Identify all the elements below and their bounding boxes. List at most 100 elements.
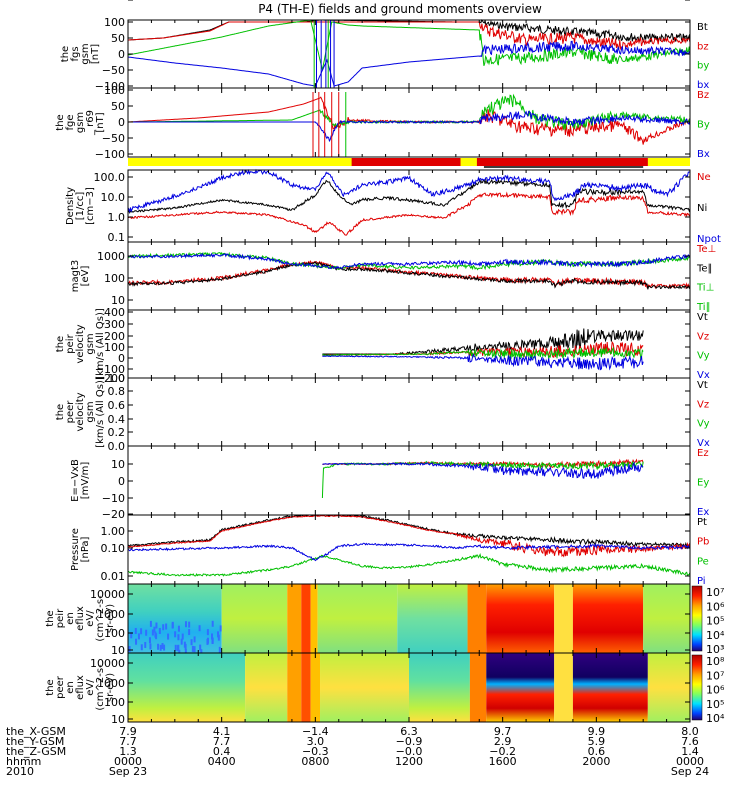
trace-Vy bbox=[322, 346, 644, 361]
y-tick-label: 0.01 bbox=[101, 570, 126, 583]
legend-item: Vy bbox=[697, 419, 710, 430]
footer-value: 3.0 bbox=[307, 735, 325, 748]
y-tick-label: −200 bbox=[95, 372, 125, 385]
y-axis-label: the peer en eflux eV/(cm^2-s-sr-eV) bbox=[45, 664, 116, 711]
y-axis-label: the peir velocity gsm [km/s (All Qs)] bbox=[55, 308, 106, 380]
colorbar-label: 10⁶ bbox=[706, 600, 725, 613]
legend-item: Ez bbox=[697, 448, 709, 459]
y-axis-label-line: _ r69 bbox=[85, 110, 96, 136]
footer-value: 2000 bbox=[582, 755, 610, 768]
electron-spectrogram bbox=[128, 653, 690, 722]
spectrogram-speckle bbox=[162, 624, 165, 631]
footer-value: 1.4 bbox=[681, 745, 699, 758]
spectrogram-speckle bbox=[145, 629, 148, 636]
spectrogram-block bbox=[128, 584, 222, 653]
ephemeris-footer: the_X-GSM 7.9 4.1 −1.4 6.3 9.7 9.9 8.0 the_Y-GSM… bbox=[6, 725, 709, 778]
legend-item: Vz bbox=[697, 331, 709, 342]
legend-item: Ex bbox=[697, 507, 709, 518]
footer-row-label: 2010 bbox=[6, 765, 34, 778]
legend-item: Vz bbox=[697, 399, 709, 410]
trace-Ni bbox=[127, 178, 691, 214]
spectrogram-speckle bbox=[148, 637, 151, 644]
y-tick-label: 10000 bbox=[90, 588, 125, 601]
spectrogram-block bbox=[310, 584, 318, 653]
spectrogram-speckle bbox=[140, 628, 143, 635]
spectrogram-speckle bbox=[171, 622, 174, 629]
trace-Ti-par bbox=[127, 252, 691, 270]
footer-value: 4.1 bbox=[213, 725, 231, 738]
spectrogram-speckle bbox=[218, 646, 221, 653]
y-tick-label: 300 bbox=[104, 318, 125, 331]
y-tick-label: 0 bbox=[118, 352, 125, 365]
y-tick-label: 0.1 bbox=[108, 231, 126, 244]
footer-value: 7.7 bbox=[213, 735, 231, 748]
y-tick-label: 10.0 bbox=[101, 191, 126, 204]
spectrogram-block bbox=[554, 584, 573, 653]
spectrogram-speckle bbox=[219, 625, 222, 632]
y-axis-label-line: [cm−3] bbox=[85, 187, 96, 225]
y-axis-label: the fgs gsm [nT] bbox=[60, 43, 101, 64]
y-tick-label: 100 bbox=[104, 696, 125, 709]
y-tick-label: −50 bbox=[102, 64, 125, 77]
trace-Te-par bbox=[127, 261, 691, 290]
panel-5-traces bbox=[322, 328, 644, 371]
trace-Vx bbox=[322, 353, 644, 371]
trace-Pb bbox=[127, 514, 691, 558]
y-tick-label: 0.2 bbox=[108, 426, 126, 439]
legend-item: Te∥ bbox=[696, 263, 713, 274]
y-axis-label-line: (cm^2-s- bbox=[95, 595, 106, 642]
y-tick-label: 50 bbox=[111, 32, 125, 45]
legend-item: Ti⊥ bbox=[696, 283, 714, 294]
spectrogram-speckle bbox=[155, 622, 158, 629]
spectrogram-speckle bbox=[211, 620, 214, 627]
legend-item: Bx bbox=[697, 149, 710, 160]
y-tick-label: 1.0 bbox=[108, 211, 126, 224]
footer-value: 1600 bbox=[489, 755, 517, 768]
mode-status-bar bbox=[128, 158, 690, 168]
legend-item: Pi bbox=[697, 576, 706, 587]
y-axis-label-line: the bbox=[55, 336, 66, 352]
y-tick-label: 50 bbox=[111, 100, 125, 113]
spectrogram-block bbox=[486, 584, 555, 653]
footer-value: 5.9 bbox=[588, 735, 606, 748]
trace-By bbox=[128, 93, 691, 130]
spectrogram-speckle bbox=[217, 631, 220, 638]
y-tick-label: 1.00 bbox=[101, 525, 126, 538]
y-axis-label-line: [1/cc] bbox=[75, 192, 86, 221]
y-axis-label: magt3 [eV] bbox=[70, 260, 91, 293]
legend-item: Vt bbox=[697, 312, 708, 323]
y-axis-label-line: gsm bbox=[85, 333, 96, 354]
spectrogram-speckle bbox=[177, 644, 180, 651]
spectrogram-speckle bbox=[128, 646, 131, 653]
y-tick-label: 0.8 bbox=[108, 385, 126, 398]
trace-Pi bbox=[127, 542, 691, 562]
y-axis-label: Pressure [nPa] bbox=[70, 528, 91, 571]
footer-value: −0.9 bbox=[396, 735, 423, 748]
y-axis-label-line: fge bbox=[65, 114, 76, 130]
y-tick-label: 0.10 bbox=[101, 542, 126, 555]
spectrogram-speckle bbox=[165, 623, 168, 630]
spectrogram-speckle bbox=[153, 626, 156, 633]
spectrogram-speckle bbox=[151, 629, 154, 636]
spectrogram-speckle bbox=[193, 636, 196, 643]
y-axis-label-line: [eV] bbox=[80, 266, 91, 287]
y-axis-label: the peir en eflux eV/(cm^2-s-sr-eV) bbox=[45, 595, 116, 642]
y-tick-label: 0 bbox=[118, 116, 125, 129]
y-axis-label-line: eflux bbox=[75, 606, 86, 631]
y-axis-label-line: fgs bbox=[70, 46, 81, 61]
y-tick-label: 10 bbox=[111, 294, 125, 307]
panel-7-traces bbox=[321, 458, 644, 499]
footer-value: −1.4 bbox=[302, 725, 329, 738]
spectrogram-block bbox=[643, 584, 690, 653]
y-axis-label-line: the bbox=[60, 46, 71, 62]
spectrogram-speckle bbox=[181, 633, 184, 640]
y-axis-label-line: the bbox=[55, 114, 66, 130]
y-tick-label: 1000 bbox=[97, 677, 125, 690]
legend-item: Vt bbox=[697, 380, 708, 391]
y-axis-label-line: eflux bbox=[75, 675, 86, 700]
spectrogram-speckle bbox=[188, 629, 191, 636]
y-axis-label: E=−VxB [mV/m] bbox=[70, 459, 91, 502]
spectrogram-block bbox=[221, 584, 288, 653]
footer-value: Sep 24 bbox=[671, 765, 709, 778]
y-tick-label: 1.0 bbox=[108, 372, 126, 385]
